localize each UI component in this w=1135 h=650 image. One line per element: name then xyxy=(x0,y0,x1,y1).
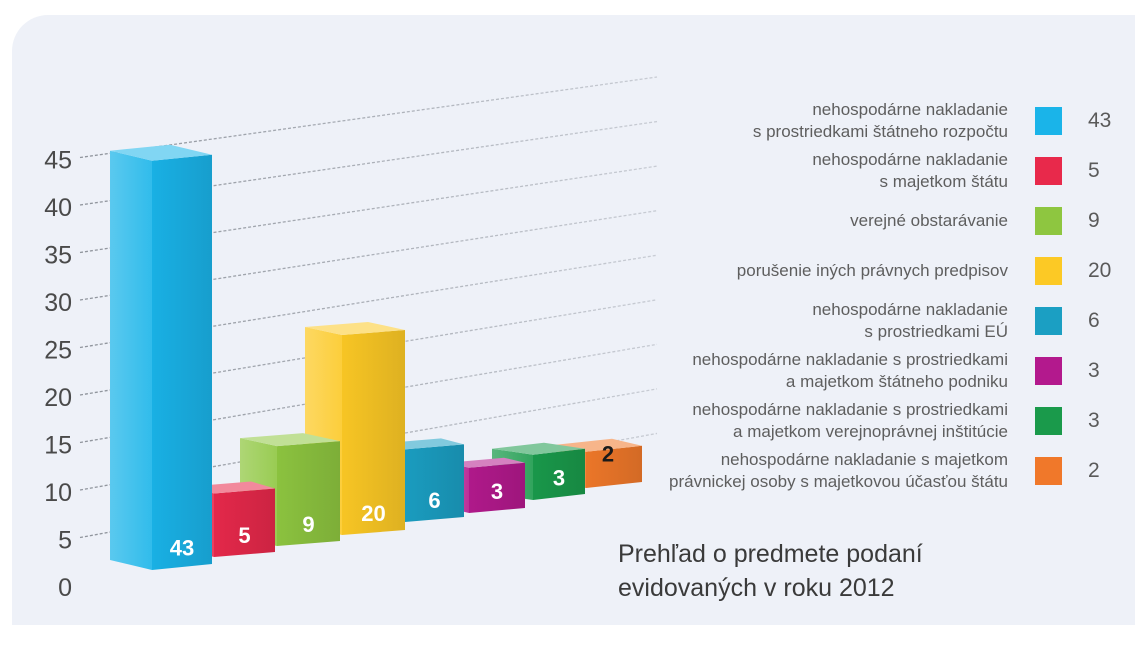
legend-label: nehospodárne nakladanie s majetkom právn… xyxy=(669,450,1008,491)
bar-value-label: 5 xyxy=(238,523,250,548)
legend-item: nehospodárne nakladanie s prostriedkami … xyxy=(560,396,1135,446)
bar-top-face xyxy=(305,322,405,335)
bar-right-face xyxy=(342,330,405,535)
legend-item: porušenie iných právnych predpisov 20 xyxy=(560,246,1135,296)
legend-value: 3 xyxy=(1088,409,1100,432)
legend-item: nehospodárne nakladanie s prostriedkami … xyxy=(560,346,1135,396)
legend-label: nehospodárne nakladanie s prostriedkami … xyxy=(752,100,1008,141)
legend-item: verejné obstarávanie 9 xyxy=(560,196,1135,246)
legend-label: nehospodárne nakladanie s prostriedkami … xyxy=(692,350,1008,391)
y-tick-label: 45 xyxy=(44,147,72,175)
bar-right-face xyxy=(152,154,212,570)
legend-swatch xyxy=(1035,357,1062,385)
legend-swatch xyxy=(1035,207,1062,235)
legend-value: 20 xyxy=(1088,259,1112,282)
gridline xyxy=(79,76,658,159)
legend-value: 6 xyxy=(1088,309,1100,332)
bar-right-face xyxy=(214,488,275,557)
chart-title-line: Prehľad o predmete podaní xyxy=(618,540,923,568)
legend-swatch xyxy=(1035,107,1062,135)
bars: 2 3 3 6 20 9 5 43 xyxy=(110,144,642,570)
bar-top-face xyxy=(240,433,340,447)
y-tick-label: 0 xyxy=(58,574,72,602)
legend-value: 3 xyxy=(1088,359,1100,382)
legend-swatch xyxy=(1035,307,1062,335)
bar-right-face xyxy=(586,445,642,488)
bar-top-face xyxy=(492,442,585,455)
legend-swatch xyxy=(1035,257,1062,285)
bar-left-face xyxy=(110,150,152,570)
bar-top-face xyxy=(448,457,525,468)
legend-value: 5 xyxy=(1088,159,1100,182)
bar-value-label: 3 xyxy=(553,466,565,491)
legend-value: 43 xyxy=(1088,109,1112,132)
legend-label: verejné obstarávanie xyxy=(850,211,1008,230)
legend-label: porušenie iných právnych predpisov xyxy=(736,261,1008,280)
legend-swatch xyxy=(1035,157,1062,185)
legend-item: nehospodárne nakladanie s majetkom štátu… xyxy=(560,146,1135,196)
bar-right-face xyxy=(533,448,585,500)
bar-value-label: 9 xyxy=(302,512,314,537)
legend-item: nehospodárne nakladanie s prostriedkami … xyxy=(560,296,1135,346)
legend-value: 2 xyxy=(1088,459,1100,482)
bar-right-face xyxy=(277,441,340,546)
bar-value-label: 6 xyxy=(428,488,440,513)
legend-item: nehospodárne nakladanie s majetkom právn… xyxy=(560,446,1135,496)
y-axis-tick-labels: 0 5 10 15 20 25 30 35 40 45 xyxy=(44,147,72,603)
y-tick-label: 25 xyxy=(44,337,72,365)
y-tick-label: 10 xyxy=(44,479,72,507)
legend-swatch xyxy=(1035,457,1062,485)
y-tick-label: 5 xyxy=(58,527,72,555)
legend-item: nehospodárne nakladanie s prostriedkami … xyxy=(560,96,1135,146)
legend-label: nehospodárne nakladanie s prostriedkami … xyxy=(692,400,1008,441)
legend-swatch xyxy=(1035,407,1062,435)
y-tick-label: 30 xyxy=(44,289,72,317)
y-tick-label: 20 xyxy=(44,384,72,412)
bar-value-label: 3 xyxy=(491,479,503,504)
legend: nehospodárne nakladanie s prostriedkami … xyxy=(560,96,1135,496)
y-tick-label: 40 xyxy=(44,194,72,222)
chart-title-line: evidovaných v roku 2012 xyxy=(618,574,895,602)
y-tick-label: 35 xyxy=(44,242,72,270)
bar-top-face xyxy=(110,144,212,161)
legend-label: nehospodárne nakladanie s prostriedkami … xyxy=(812,300,1008,341)
bar-value-label: 20 xyxy=(361,501,385,526)
legend-label: nehospodárne nakladanie s majetkom štátu xyxy=(812,150,1008,191)
bar-value-label: 2 xyxy=(602,441,614,466)
bar: 43 xyxy=(110,144,212,570)
bar-right-face xyxy=(469,462,525,513)
y-tick-label: 15 xyxy=(44,432,72,460)
bar-value-label: 43 xyxy=(170,536,194,561)
legend-value: 9 xyxy=(1088,209,1100,232)
chart-title: Prehľad o predmete podaní evidovaných v … xyxy=(618,537,923,605)
bar-right-face xyxy=(405,444,464,522)
